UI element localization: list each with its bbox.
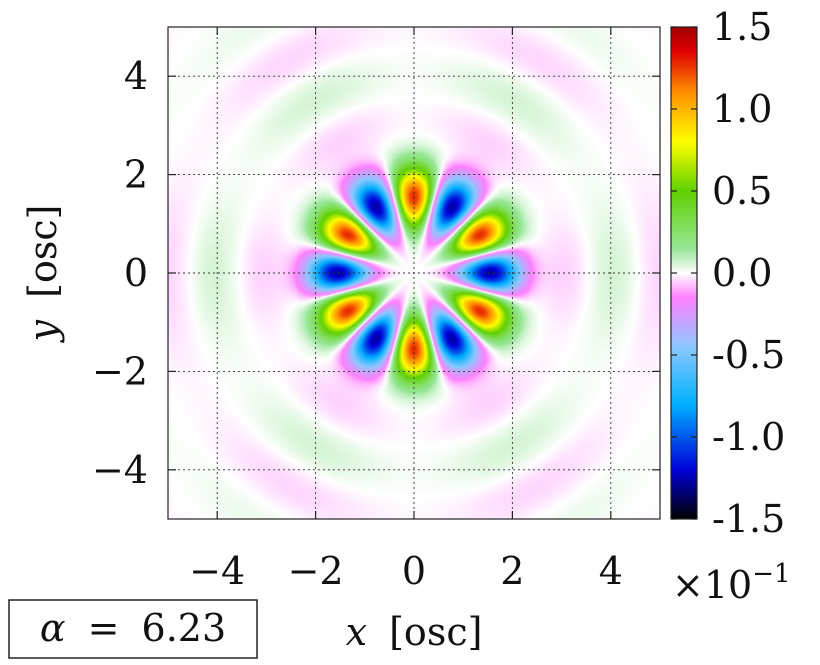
y-tick-label: 0 <box>124 251 148 295</box>
x-tick-label: 0 <box>402 549 426 593</box>
colorbar-tick-label: 0.5 <box>712 169 772 213</box>
annotation-text: α = 6.23 <box>40 606 226 650</box>
annotation-box <box>8 599 258 659</box>
y-tick-label: −2 <box>92 349 148 393</box>
y-axis-variable: y <box>21 319 65 343</box>
grid-lines <box>168 27 660 519</box>
colorbar-tick-label: -1.5 <box>712 497 785 541</box>
x-axis-unit: [osc] <box>389 610 482 654</box>
x-tick-label: 4 <box>599 549 623 593</box>
y-tick-label: −4 <box>92 448 148 492</box>
colorbar-tick-label: -1.0 <box>712 415 785 459</box>
colorbar-multiplier-exponent: −1 <box>752 559 790 589</box>
x-tick-labels: −4 −2 0 2 4 <box>189 549 623 593</box>
colorbar-tick-label: 1.0 <box>712 87 772 131</box>
y-tick-label: 2 <box>124 153 148 197</box>
y-axis-unit: [osc] <box>21 205 65 298</box>
colorbar-multiplier-base: ×10 <box>672 563 752 607</box>
annotation-value: 6.23 <box>142 606 227 650</box>
annotation-symbol: α <box>40 606 66 650</box>
y-tick-label: 4 <box>124 54 148 98</box>
y-axis-label: y [osc] <box>21 205 65 344</box>
colorbar-multiplier: ×10−1 <box>672 559 791 607</box>
colorbar-tick-label: 1.5 <box>712 5 772 49</box>
x-tick-label: −4 <box>189 549 245 593</box>
tick-marks <box>168 27 660 519</box>
x-tick-label: −2 <box>288 549 344 593</box>
colorbar-tick-label: -0.5 <box>712 333 785 377</box>
x-axis-label: x [osc] <box>346 610 483 654</box>
x-tick-label: 2 <box>500 549 524 593</box>
colorbar-tick-label: 0.0 <box>712 251 772 295</box>
annotation-equals: = <box>88 606 120 650</box>
colorbar-ticks <box>671 26 697 520</box>
y-tick-labels: −4 −2 0 2 4 <box>92 54 148 492</box>
x-axis-variable: x <box>346 610 367 654</box>
colorbar-tick-labels: 1.5 1.0 0.5 0.0 -0.5 -1.0 -1.5 <box>712 5 785 541</box>
